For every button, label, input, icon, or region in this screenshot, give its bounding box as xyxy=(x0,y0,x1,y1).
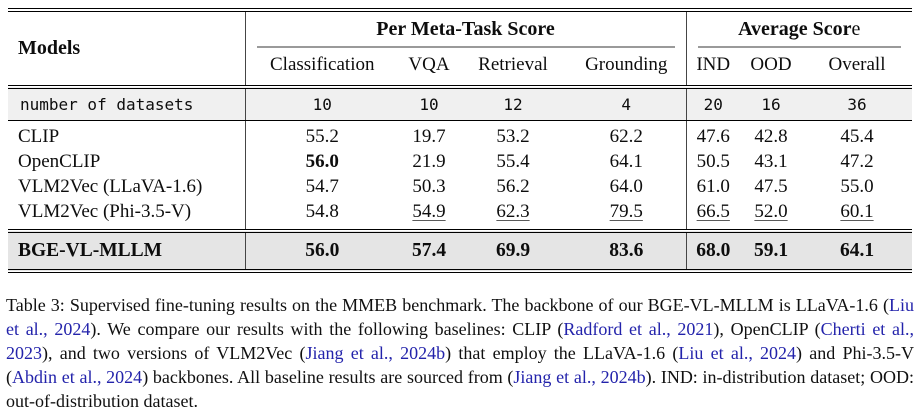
score-cell: 45.4 xyxy=(840,126,874,147)
count-cell: 20 xyxy=(686,85,740,121)
caption-text: ). We compare our results with the follo… xyxy=(90,319,564,339)
score-cell: 62.2 xyxy=(567,120,687,150)
score-cell: 52.0 xyxy=(754,201,788,222)
dataset-counts-label: number of datasets xyxy=(8,85,246,121)
citation-link[interactable]: Jiang et al., 2024b xyxy=(305,343,446,363)
group-header-average-score-tail: e xyxy=(851,18,861,40)
score-cell: 47.2 xyxy=(840,151,874,172)
score-cell: 66.5 xyxy=(696,201,730,222)
col-header-ind: IND xyxy=(696,54,731,75)
count-cell: 10 xyxy=(245,85,399,121)
score-cell: 43.1 xyxy=(754,151,788,172)
table-row-openclip: OpenCLIP 56.0 21.9 55.4 64.1 50.5 43.1 4… xyxy=(8,149,912,175)
count-cell: 36 xyxy=(802,85,912,121)
citation-link[interactable]: Liu et al., 2024 xyxy=(678,343,797,363)
table-row-vlm2vec-phi: VLM2Vec (Phi-3.5-V) 54.8 54.9 62.3 79.5 … xyxy=(8,199,912,231)
citation-link[interactable]: Radford et al., 2021 xyxy=(563,319,714,339)
score-cell: 62.3 xyxy=(496,201,530,222)
count-cell: 12 xyxy=(459,85,567,121)
score-cell: 60.1 xyxy=(840,201,874,222)
model-name: VLM2Vec (LLaVA-1.6) xyxy=(8,174,246,200)
score-cell: 64.1 xyxy=(802,229,912,273)
group-header-per-meta-task: Per Meta-Task Score xyxy=(245,8,687,51)
score-cell: 47.5 xyxy=(754,176,788,197)
count-cell: 10 xyxy=(399,85,459,121)
score-cell: 83.6 xyxy=(567,229,687,273)
cmidrule-average xyxy=(697,46,901,48)
col-header-retrieval: Retrieval xyxy=(478,54,548,75)
dataset-counts-row: number of datasets 10 10 12 4 20 16 36 xyxy=(8,85,912,121)
group-header-average-score: Average Score xyxy=(686,8,912,51)
score-cell: 69.9 xyxy=(459,229,567,273)
table-row-vlm2vec-llava: VLM2Vec (LLaVA-1.6) 54.7 50.3 56.2 64.0 … xyxy=(8,174,912,200)
cmidrule-meta xyxy=(256,46,675,48)
group-header-per-meta-task-label: Per Meta-Task Score xyxy=(376,18,555,40)
model-name: BGE-VL-MLLM xyxy=(8,229,246,273)
score-cell: 64.1 xyxy=(567,149,687,175)
col-header-vqa: VQA xyxy=(408,54,450,75)
model-name: CLIP xyxy=(8,120,246,150)
caption-text: ). IND: in-distribution dataset; OOD: ou… xyxy=(6,367,914,411)
citation-link[interactable]: Abdin et al., 2024 xyxy=(12,367,143,387)
table-caption: Table 3: Supervised fine-tuning results … xyxy=(6,293,914,413)
score-cell: 55.2 xyxy=(305,126,339,147)
score-cell: 59.1 xyxy=(740,229,802,273)
caption-text: ) that employ the LLaVA-1.6 ( xyxy=(445,343,679,363)
score-cell: 53.2 xyxy=(496,126,530,147)
caption-text: ) backbones. All baseline results are so… xyxy=(142,367,514,387)
count-cell: 16 xyxy=(740,85,802,121)
caption-text: Table 3: Supervised fine-tuning results … xyxy=(6,295,889,315)
citation-link[interactable]: Cherti et al., 2023 xyxy=(6,319,914,363)
score-cell: 42.8 xyxy=(754,126,788,147)
col-header-grounding: Grounding xyxy=(567,51,687,87)
score-cell: 54.9 xyxy=(412,201,446,222)
table-row-bge-vl-mllm: BGE-VL-MLLM 56.0 57.4 69.9 83.6 68.0 59.… xyxy=(8,229,912,273)
score-cell: 57.4 xyxy=(399,229,459,273)
score-cell: 55.0 xyxy=(840,176,874,197)
col-header-overall: Overall xyxy=(828,54,886,75)
results-table: Models Per Meta-Task Score Average Score… xyxy=(8,8,912,273)
group-header-average-score-label: Average Scor xyxy=(738,18,852,40)
score-cell: 47.6 xyxy=(696,126,730,147)
score-cell: 68.0 xyxy=(686,229,740,273)
model-name: VLM2Vec (Phi-3.5-V) xyxy=(8,199,246,231)
score-cell: 19.7 xyxy=(412,126,446,147)
model-name: OpenCLIP xyxy=(8,149,246,175)
score-cell: 61.0 xyxy=(696,176,730,197)
score-cell: 54.7 xyxy=(305,176,339,197)
caption-text: ), OpenCLIP ( xyxy=(713,319,821,339)
score-cell: 50.3 xyxy=(412,176,446,197)
caption-text: ) and Phi-3.5-V ( xyxy=(6,343,914,387)
score-cell: 79.5 xyxy=(567,199,687,231)
score-cell: 64.0 xyxy=(567,174,687,200)
score-cell: 55.4 xyxy=(496,151,530,172)
citation-link[interactable]: Jiang et al., 2024b xyxy=(513,367,646,387)
caption-text: ), and two versions of VLM2Vec ( xyxy=(42,343,306,363)
citation-link[interactable]: Liu et al., 2024 xyxy=(6,295,914,339)
score-cell: 50.5 xyxy=(696,151,730,172)
table-row-clip: CLIP 55.2 19.7 53.2 62.2 47.6 42.8 45.4 xyxy=(8,120,912,150)
col-header-ood: OOD xyxy=(750,54,792,75)
score-cell: 56.0 xyxy=(245,229,399,273)
score-cell: 56.2 xyxy=(496,176,530,197)
count-cell: 4 xyxy=(567,85,687,121)
col-header-classification: Classification xyxy=(270,54,375,75)
models-column-header: Models xyxy=(8,8,246,87)
score-cell: 56.0 xyxy=(305,151,339,172)
score-cell: 21.9 xyxy=(412,151,446,172)
score-cell: 54.8 xyxy=(305,201,339,222)
